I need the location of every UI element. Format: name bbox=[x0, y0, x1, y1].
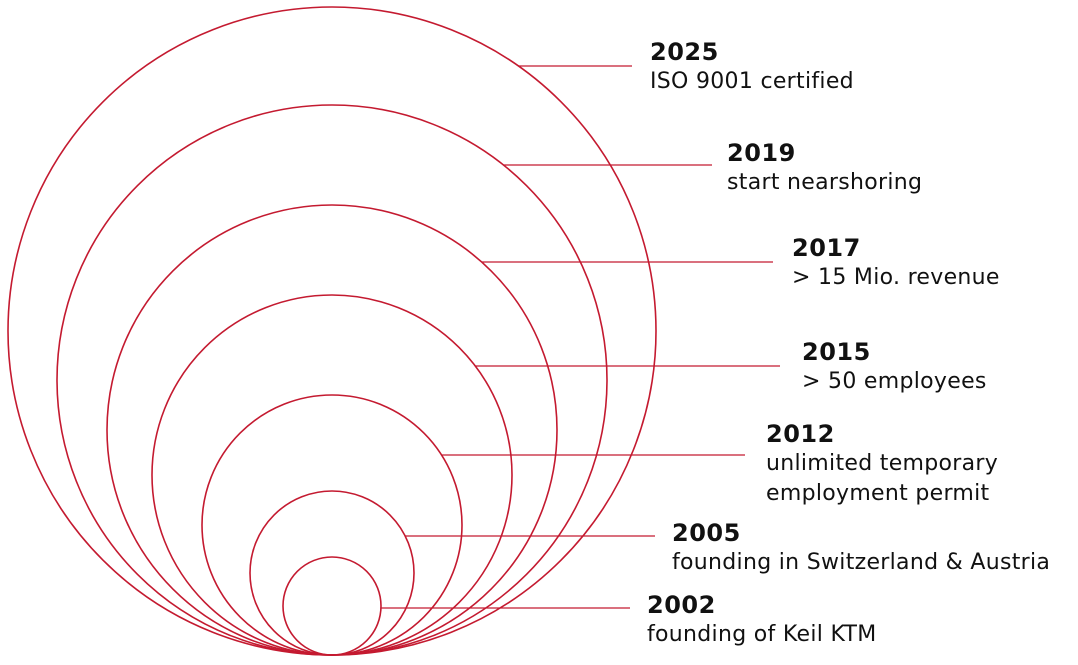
milestone-year: 2017 bbox=[792, 234, 861, 262]
milestone-year: 2025 bbox=[650, 38, 719, 66]
milestone-circle-2015 bbox=[151, 294, 513, 656]
milestone-year: 2015 bbox=[802, 338, 871, 366]
milestone-2025: 2025 ISO 9001 certified bbox=[650, 37, 950, 97]
milestone-year: 2005 bbox=[672, 519, 741, 547]
milestone-text: unlimited temporary employment permit bbox=[766, 451, 999, 506]
milestone-circle-2012 bbox=[201, 394, 463, 656]
milestone-2005: 2005 founding in Switzerland & Austria bbox=[672, 518, 1078, 578]
milestone-circle-2019 bbox=[56, 104, 608, 656]
milestone-text: > 15 Mio. revenue bbox=[792, 265, 1000, 290]
milestone-text: ISO 9001 certified bbox=[650, 69, 854, 94]
milestone-year: 2012 bbox=[766, 420, 835, 448]
milestone-year: 2019 bbox=[727, 139, 796, 167]
milestone-text: founding of Keil KTM bbox=[647, 622, 877, 647]
milestone-2017: 2017 > 15 Mio. revenue bbox=[792, 233, 1078, 293]
milestone-text: founding in Switzerland & Austria bbox=[672, 550, 1051, 575]
milestone-2015: 2015 > 50 employees bbox=[802, 337, 1072, 397]
milestone-year: 2002 bbox=[647, 591, 716, 619]
milestone-2002: 2002 founding of Keil KTM bbox=[647, 590, 1047, 650]
milestone-circle-2017 bbox=[106, 204, 558, 656]
milestone-circle-2005 bbox=[249, 490, 415, 656]
milestone-text: > 50 employees bbox=[802, 369, 987, 394]
milestone-text: start nearshoring bbox=[727, 170, 923, 195]
milestone-circle-2002 bbox=[282, 556, 382, 656]
milestone-2019: 2019 start nearshoring bbox=[727, 138, 1027, 198]
milestone-2012: 2012 unlimited temporary employment perm… bbox=[766, 419, 1026, 509]
